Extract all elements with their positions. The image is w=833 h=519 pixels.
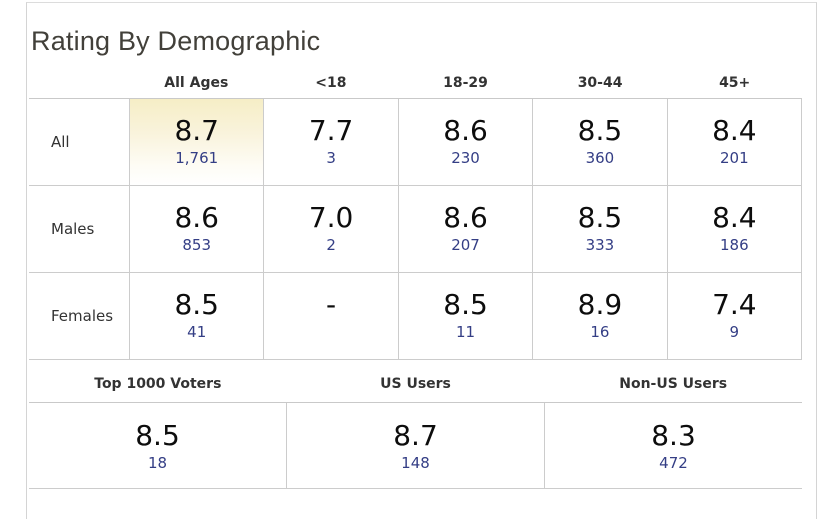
- column-header-non-us-users: Non-US Users: [619, 376, 728, 392]
- rating-value: 8.4: [712, 114, 757, 147]
- rating-value: 7.4: [712, 288, 757, 321]
- votes-link[interactable]: 472: [659, 454, 688, 472]
- page-title: Rating By Demographic: [31, 26, 321, 56]
- rating-value: 8.4: [712, 201, 757, 234]
- votes-link[interactable]: 201: [720, 149, 749, 167]
- cell-all-all-ages: 8.7 1,761: [129, 99, 264, 185]
- column-header-us-users: US Users: [380, 376, 451, 392]
- votes-link[interactable]: 9: [729, 323, 740, 341]
- column-header-under-18: <18: [315, 75, 347, 91]
- cell-non-us-users: 8.3 472: [544, 403, 802, 488]
- segments-table: Top 1000 Voters US Users Non-US Users 8.…: [29, 360, 802, 489]
- rating-value: 8.5: [577, 114, 623, 147]
- votes-link[interactable]: 230: [451, 149, 480, 167]
- cell-females-under-18: -: [263, 273, 397, 359]
- column-header-18-29: 18-29: [443, 75, 488, 91]
- rating-value: 8.7: [393, 419, 438, 452]
- row-label-males: Males: [51, 220, 95, 238]
- cell-males-30-44: 8.5 333: [532, 186, 666, 272]
- table-row-all: All 8.7 1,761 7.7 3 8.6 230 8.5 360 8.4 …: [29, 99, 803, 186]
- rating-value: 8.5: [577, 201, 623, 234]
- votes-link[interactable]: 16: [590, 323, 610, 341]
- cell-all-18-29: 8.6 230: [397, 99, 532, 185]
- content-panel: Rating By Demographic All Ages <18 18-29…: [26, 2, 817, 519]
- cell-males-under-18: 7.0 2: [263, 186, 397, 272]
- votes-link[interactable]: 41: [187, 323, 207, 341]
- table-row-males: Males 8.6 853 7.0 2 8.6 207 8.5 333 8.4 …: [29, 186, 803, 273]
- cell-males-all-ages: 8.6 853: [129, 186, 263, 272]
- rating-value: 7.7: [308, 114, 354, 147]
- cell-top-1000-voters: 8.5 18: [29, 403, 286, 488]
- segments-header-row: Top 1000 Voters US Users Non-US Users: [29, 360, 802, 403]
- rating-value: 8.3: [651, 419, 696, 452]
- row-label-females: Females: [51, 307, 114, 325]
- votes-link[interactable]: 186: [720, 236, 749, 254]
- header-spacer: [29, 91, 129, 98]
- votes-link[interactable]: 207: [451, 236, 480, 254]
- rating-value: 8.6: [174, 201, 219, 234]
- rating-value: 8.5: [174, 288, 219, 321]
- rating-value: 8.5: [443, 288, 488, 321]
- cell-females-30-44: 8.9 16: [532, 273, 666, 359]
- votes-link[interactable]: 18: [147, 454, 168, 472]
- cell-all-45-plus: 8.4 201: [666, 99, 803, 185]
- cell-all-under-18: 7.7 3: [263, 99, 397, 185]
- column-header-top-1000-voters: Top 1000 Voters: [94, 376, 222, 392]
- votes-link[interactable]: 333: [585, 236, 615, 254]
- cell-males-18-29: 8.6 207: [397, 186, 532, 272]
- votes-link[interactable]: 3: [326, 149, 336, 167]
- row-label-all: All: [51, 133, 70, 151]
- column-header-45-plus: 45+: [719, 75, 751, 91]
- demographics-table: All Ages <18 18-29 30-44 45+ All 8.7 1,7…: [29, 57, 803, 360]
- table-row-females: Females 8.5 41 - 8.5 11 8.9 16 7.4 9: [29, 273, 803, 360]
- cell-females-45-plus: 7.4 9: [666, 273, 803, 359]
- rating-value: -: [326, 288, 337, 321]
- votes-link[interactable]: 2: [326, 236, 336, 254]
- rating-value: 8.9: [577, 288, 623, 321]
- cell-females-all-ages: 8.5 41: [129, 273, 263, 359]
- rating-value: 8.5: [135, 419, 180, 452]
- cell-all-30-44: 8.5 360: [532, 99, 666, 185]
- rating-value: 8.6: [443, 201, 488, 234]
- rating-value: 7.0: [308, 201, 354, 234]
- votes-link[interactable]: 11: [455, 323, 476, 341]
- column-header-30-44: 30-44: [577, 75, 623, 91]
- demographics-header-row: All Ages <18 18-29 30-44 45+: [29, 57, 802, 99]
- cell-us-users: 8.7 148: [286, 403, 544, 488]
- votes-link[interactable]: 360: [585, 149, 615, 167]
- segments-data-row: 8.5 18 8.7 148 8.3 472: [29, 403, 802, 489]
- cell-females-18-29: 8.5 11: [397, 273, 532, 359]
- votes-link[interactable]: 1,761: [175, 149, 219, 167]
- votes-link[interactable]: 148: [401, 454, 430, 472]
- column-header-all-ages: All Ages: [164, 75, 229, 91]
- cell-males-45-plus: 8.4 186: [666, 186, 803, 272]
- rating-value: 8.6: [443, 114, 488, 147]
- votes-link[interactable]: 853: [182, 236, 212, 254]
- rating-value: 8.7: [174, 114, 219, 147]
